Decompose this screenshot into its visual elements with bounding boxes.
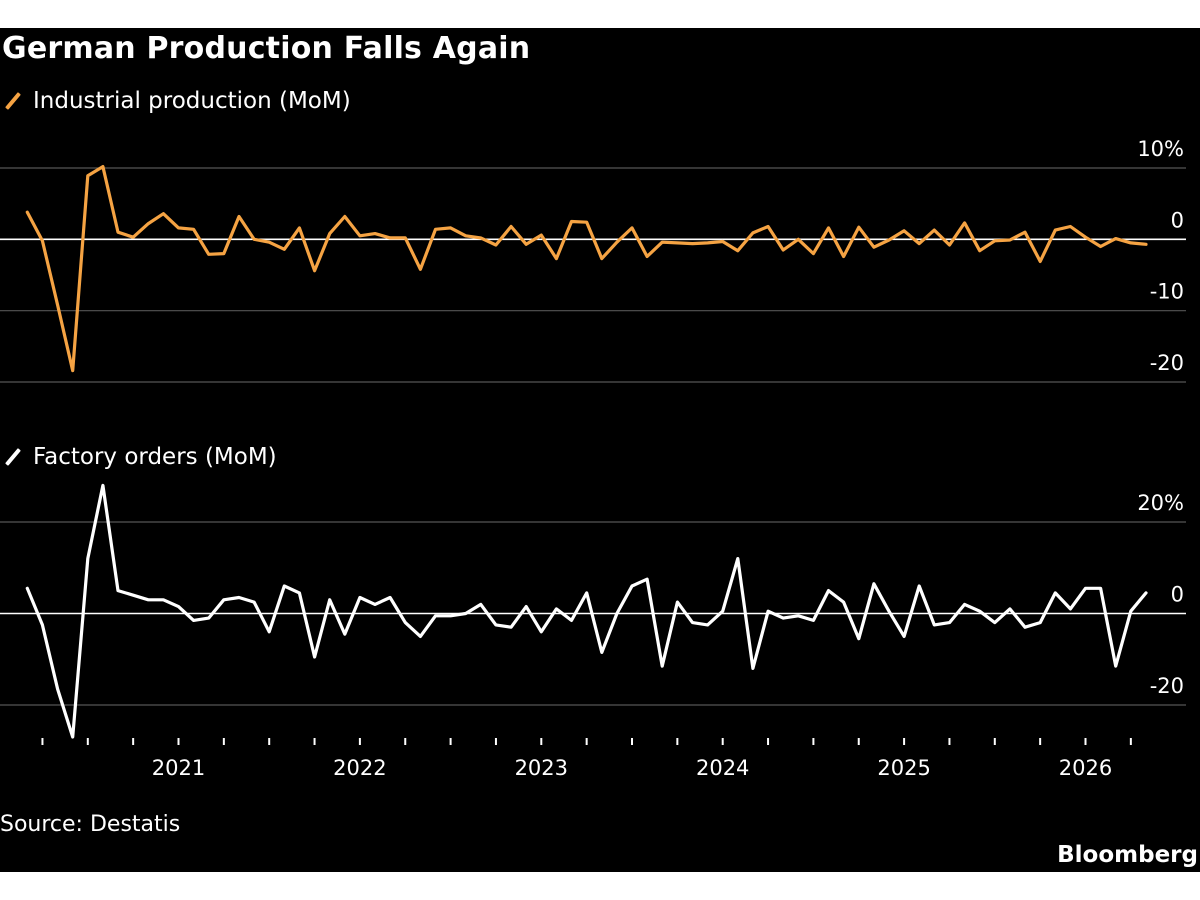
legend-orders-label: Factory orders (MoM) bbox=[33, 444, 277, 470]
y-tick-label: 0 bbox=[1171, 208, 1184, 232]
production-line bbox=[25, 165, 1148, 373]
chart-background bbox=[0, 28, 1200, 872]
x-tick-label: 2026 bbox=[1059, 756, 1112, 780]
y-tick-label: -20 bbox=[1150, 351, 1184, 375]
chart-title: German Production Falls Again bbox=[2, 31, 531, 66]
brand-logo: Bloomberg bbox=[1057, 842, 1198, 868]
x-tick-label: 2022 bbox=[333, 756, 386, 780]
y-tick-label: -20 bbox=[1150, 674, 1184, 698]
y-tick-label: 20% bbox=[1137, 491, 1184, 515]
y-tick-label: -10 bbox=[1150, 280, 1184, 304]
orders-line bbox=[25, 483, 1148, 739]
x-tick-label: 2021 bbox=[152, 756, 205, 780]
y-tick-label: 0 bbox=[1171, 583, 1184, 607]
y-tick-label: 10% bbox=[1137, 137, 1184, 161]
source-note: Source: Destatis bbox=[0, 812, 181, 837]
x-tick-label: 2023 bbox=[515, 756, 568, 780]
legend-production: Industrial production (MoM) bbox=[3, 88, 351, 114]
x-tick-label: 2024 bbox=[696, 756, 749, 780]
legend-production-label: Industrial production (MoM) bbox=[33, 88, 351, 114]
x-tick-label: 2025 bbox=[877, 756, 930, 780]
legend-orders: Factory orders (MoM) bbox=[3, 444, 277, 470]
